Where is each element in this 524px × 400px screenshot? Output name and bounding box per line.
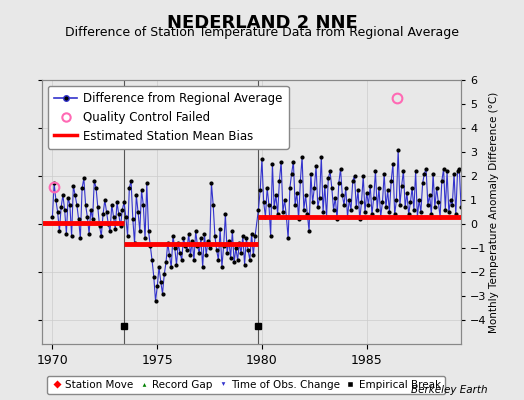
Y-axis label: Monthly Temperature Anomaly Difference (°C): Monthly Temperature Anomaly Difference (… [489,91,499,333]
Legend: Station Move, Record Gap, Time of Obs. Change, Empirical Break: Station Move, Record Gap, Time of Obs. C… [47,376,445,394]
Text: Berkeley Earth: Berkeley Earth [411,385,487,395]
Text: Difference of Station Temperature Data from Regional Average: Difference of Station Temperature Data f… [65,26,459,39]
Text: NEDERLAND 2 NNE: NEDERLAND 2 NNE [167,14,357,32]
